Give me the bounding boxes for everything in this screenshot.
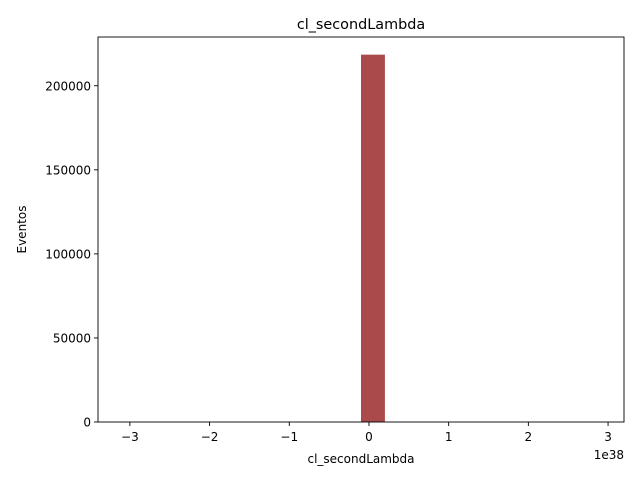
x-tick-label: 3 [604,430,612,444]
x-axis-ticks: −3 −2 −1 0 1 2 3 [121,422,612,444]
x-tick-label: −3 [121,430,139,444]
y-tick-label: 0 [83,416,91,430]
x-tick-label: 2 [525,430,533,444]
plot-frame [97,36,625,423]
bars-group [361,54,385,423]
x-axis-label: cl_secondLambda [307,452,414,466]
chart-title: cl_secondLambda [297,17,425,33]
y-axis-label: Eventos [15,206,29,254]
x-tick-label: −2 [201,430,219,444]
y-axis-ticks: 0 50000 100000 150000 200000 [45,79,98,430]
y-tick-label: 50000 [53,331,91,345]
x-axis-offset-label: 1e38 [594,448,624,462]
histogram-bar-0 [361,54,385,423]
x-tick-label: 0 [365,430,373,444]
y-tick-label: 100000 [45,247,91,261]
y-tick-label: 150000 [45,163,91,177]
x-tick-label: −1 [280,430,298,444]
x-tick-label: 1 [445,430,453,444]
y-tick-label: 200000 [45,79,91,93]
